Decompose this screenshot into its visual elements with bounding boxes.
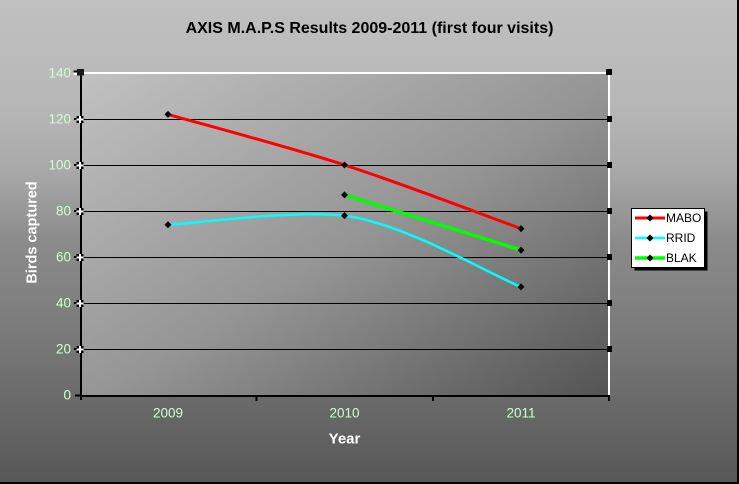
- svg-text:40: 40: [56, 296, 71, 311]
- svg-text:RRID: RRID: [666, 231, 696, 245]
- svg-text:100: 100: [48, 158, 71, 173]
- svg-text:120: 120: [48, 112, 71, 127]
- svg-text:BLAK: BLAK: [666, 251, 697, 265]
- svg-text:Birds captured: Birds captured: [25, 181, 41, 283]
- svg-text:2010: 2010: [329, 406, 359, 421]
- svg-text:Year: Year: [329, 431, 361, 448]
- svg-text:80: 80: [56, 204, 71, 219]
- svg-text:AXIS M.A.P.S Results 2009-2011: AXIS M.A.P.S Results 2009-2011 (first fo…: [186, 20, 554, 37]
- svg-text:140: 140: [48, 66, 71, 81]
- svg-text:2009: 2009: [153, 406, 183, 421]
- svg-text:20: 20: [56, 342, 71, 357]
- svg-text:MABO: MABO: [666, 211, 701, 225]
- svg-text:2011: 2011: [506, 406, 535, 421]
- svg-text:0: 0: [63, 388, 71, 403]
- svg-text:60: 60: [56, 250, 71, 265]
